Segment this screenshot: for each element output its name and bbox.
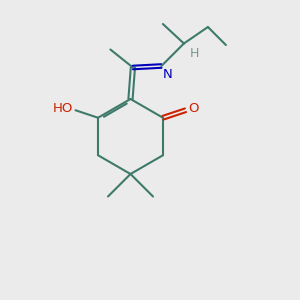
Text: H: H — [189, 47, 199, 60]
Text: O: O — [188, 102, 198, 115]
Text: HO: HO — [53, 102, 73, 115]
Text: N: N — [163, 68, 173, 81]
